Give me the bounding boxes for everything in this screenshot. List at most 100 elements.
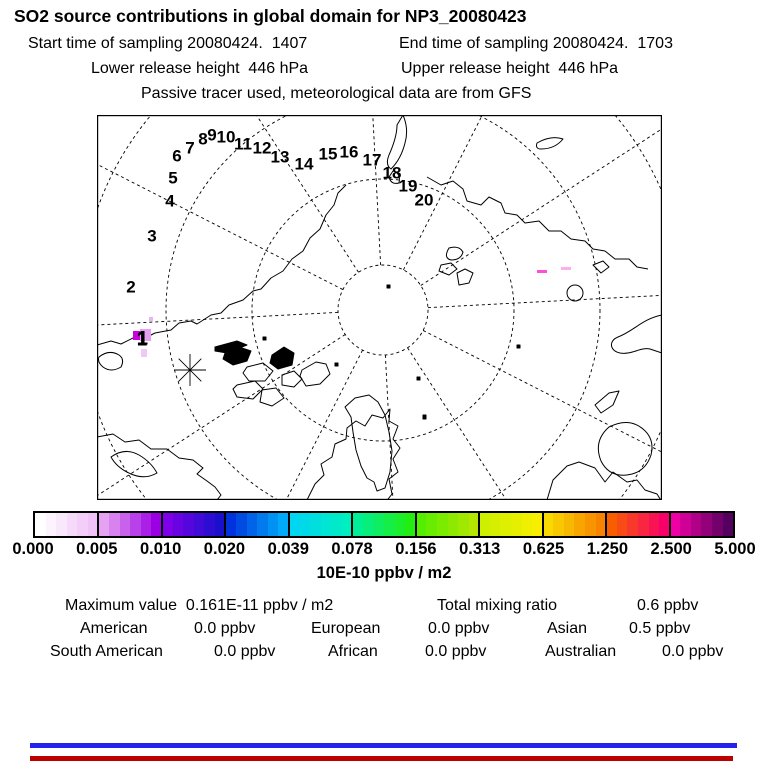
colorbar-cell — [373, 513, 385, 536]
colorbar-separator — [605, 513, 608, 536]
trajectory-label-14: 14 — [294, 154, 314, 174]
colorbar-tick-0.010: 0.010 — [139, 540, 182, 558]
coastlines — [97, 115, 662, 500]
colorbar-cell — [299, 513, 311, 536]
colorbar-tick-0.005: 0.005 — [76, 540, 118, 558]
trajectory-label-3: 3 — [147, 226, 157, 246]
colorbar-cell — [712, 513, 723, 536]
colorbar-cell — [352, 513, 363, 536]
trajectory-label-9: 9 — [207, 125, 217, 145]
region-south-american-value: 0.0 ppbv — [214, 643, 276, 660]
colorbar — [33, 511, 735, 538]
hotspot — [537, 270, 547, 273]
colorbar-tick-0.000: 0.000 — [12, 540, 54, 558]
trajectory-label-7: 7 — [185, 138, 195, 158]
colorbar-tick-0.020: 0.020 — [203, 540, 246, 558]
colorbar-cell — [161, 513, 173, 536]
colorbar-cell — [235, 513, 247, 536]
colorbar-cell — [690, 513, 702, 536]
colorbar-cell — [362, 513, 374, 536]
region-american-label: American — [80, 620, 148, 637]
trajectory-label-5: 5 — [168, 168, 178, 188]
colorbar-cell — [637, 513, 649, 536]
colorbar-cell — [669, 513, 681, 536]
colorbar-cell — [172, 513, 184, 536]
colorbar-cell — [458, 513, 469, 536]
upper-release-text: Upper release height 446 hPa — [401, 60, 619, 77]
colorbar-cell — [384, 513, 395, 536]
colorbar-cell — [500, 513, 512, 536]
colorbar-cell — [648, 513, 660, 536]
total-mixing-ratio-label: Total mixing ratio — [437, 597, 558, 614]
trajectory-label-16: 16 — [339, 142, 359, 162]
trajectory-label-19: 19 — [398, 176, 418, 196]
end-time-text: End time of sampling 20080424. 1703 — [399, 35, 673, 52]
colorbar-cell — [542, 513, 554, 536]
colorbar-cell — [310, 513, 321, 536]
colorbar-tick-0.156: 0.156 — [395, 540, 437, 558]
colorbar-cell — [426, 513, 437, 536]
trajectory-label-11: 11 — [234, 134, 252, 154]
colorbar-cell — [606, 513, 617, 536]
trajectory-label-12: 12 — [252, 138, 272, 158]
trajectory-label-15: 15 — [318, 144, 338, 164]
colorbar-separator — [351, 513, 354, 536]
hotspot — [561, 267, 571, 270]
start-time-text: Start time of sampling 20080424. 1407 — [28, 35, 308, 52]
colorbar-cell — [225, 513, 236, 536]
colorbar-cell — [511, 513, 522, 536]
map-frame — [97, 115, 662, 500]
colorbar-cell — [130, 513, 141, 536]
colorbar-cell — [66, 513, 78, 536]
colorbar-cell — [214, 513, 226, 536]
colorbar-cell — [140, 513, 152, 536]
colorbar-cell — [415, 513, 427, 536]
colorbar-cell — [574, 513, 586, 536]
region-asian-label: Asian — [547, 620, 588, 637]
tracer-note-text: Passive tracer used, meteorological data… — [141, 85, 532, 102]
colorbar-cell — [468, 513, 480, 536]
colorbar-cell — [331, 513, 342, 536]
colorbar-cell — [109, 513, 120, 536]
hotspot — [140, 329, 151, 341]
colorbar-units-label: 10E-10 ppbv / m2 — [316, 564, 452, 582]
colorbar-tick-1.250: 1.250 — [586, 540, 629, 558]
colorbar-cell — [585, 513, 596, 536]
colorbar-separator — [224, 513, 227, 536]
trajectory-label-20: 20 — [414, 190, 434, 210]
colorbar-cell — [98, 513, 110, 536]
trajectory-label-8: 8 — [198, 129, 208, 149]
colorbar-cell — [267, 513, 279, 536]
hotspot — [149, 317, 153, 321]
colorbar-cell — [288, 513, 300, 536]
colorbar-cell — [563, 513, 575, 536]
colorbar-cell — [595, 513, 607, 536]
region-european-label: European — [311, 620, 381, 637]
map-graphic — [97, 115, 662, 500]
colorbar-cell — [701, 513, 712, 536]
region-african-value: 0.0 ppbv — [425, 643, 487, 660]
region-european-value: 0.0 ppbv — [428, 620, 490, 637]
colorbar-cell — [616, 513, 628, 536]
colorbar-cell — [659, 513, 670, 536]
colorbar-cell — [193, 513, 205, 536]
trajectory-label-17: 17 — [362, 150, 382, 170]
colorbar-cell — [532, 513, 543, 536]
concentration-hotspots — [133, 267, 571, 357]
colorbar-tick-0.039: 0.039 — [267, 540, 309, 558]
hotspot — [141, 349, 147, 357]
graticule — [97, 115, 662, 500]
trajectory-label-10: 10 — [216, 127, 236, 147]
colorbar-separator — [668, 513, 671, 536]
colorbar-cell — [489, 513, 501, 536]
region-asian-value: 0.5 ppbv — [629, 620, 691, 637]
colorbar-tick-0.313: 0.313 — [459, 540, 501, 558]
colorbar-cell — [45, 513, 57, 536]
maximum-value-text: Maximum value 0.161E-11 ppbv / m2 — [65, 597, 334, 614]
trajectory-label-6: 6 — [172, 146, 182, 166]
lower-release-text: Lower release height 446 hPa — [91, 60, 309, 77]
trajectory-label-13: 13 — [270, 147, 290, 167]
colorbar-cell — [183, 513, 194, 536]
colorbar-cell — [436, 513, 448, 536]
footer-rule-red — [30, 756, 733, 761]
